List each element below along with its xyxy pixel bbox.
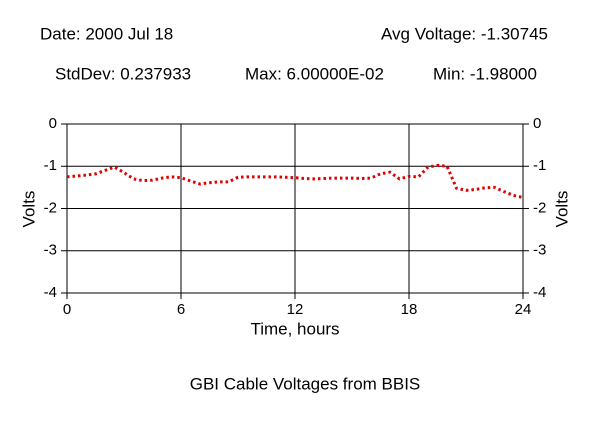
annotation: Date: 2000 Jul 18 (40, 24, 173, 43)
y2-axis-label: Volts (552, 191, 571, 228)
x-tick-label: 12 (287, 301, 304, 318)
y-tick-label: -4 (44, 284, 57, 301)
x-tick-label: 0 (63, 301, 71, 318)
annotation: Avg Voltage: -1.30745 (381, 24, 548, 43)
y-tick-label: -1 (44, 157, 57, 174)
y2-tick-label: -4 (533, 284, 546, 301)
y2-tick-label: 0 (533, 115, 541, 132)
chart-title: GBI Cable Voltages from BBIS (190, 374, 421, 393)
y-tick-label: -3 (44, 242, 57, 259)
y2-tick-label: -2 (533, 199, 546, 216)
y-tick-label: -2 (44, 199, 57, 216)
annotation: StdDev: 0.237933 (55, 64, 191, 83)
y-tick-label: 0 (49, 115, 57, 132)
annotation: Max: 6.00000E-02 (245, 64, 384, 83)
y2-tick-label: -3 (533, 242, 546, 259)
x-tick-label: 18 (401, 301, 418, 318)
annotation: Min: -1.98000 (433, 64, 537, 83)
y2-tick-label: -1 (533, 157, 546, 174)
x-axis-label: Time, hours (250, 319, 339, 338)
x-tick-label: 24 (515, 301, 532, 318)
y-axis-label: Volts (19, 191, 38, 228)
x-tick-label: 6 (177, 301, 185, 318)
